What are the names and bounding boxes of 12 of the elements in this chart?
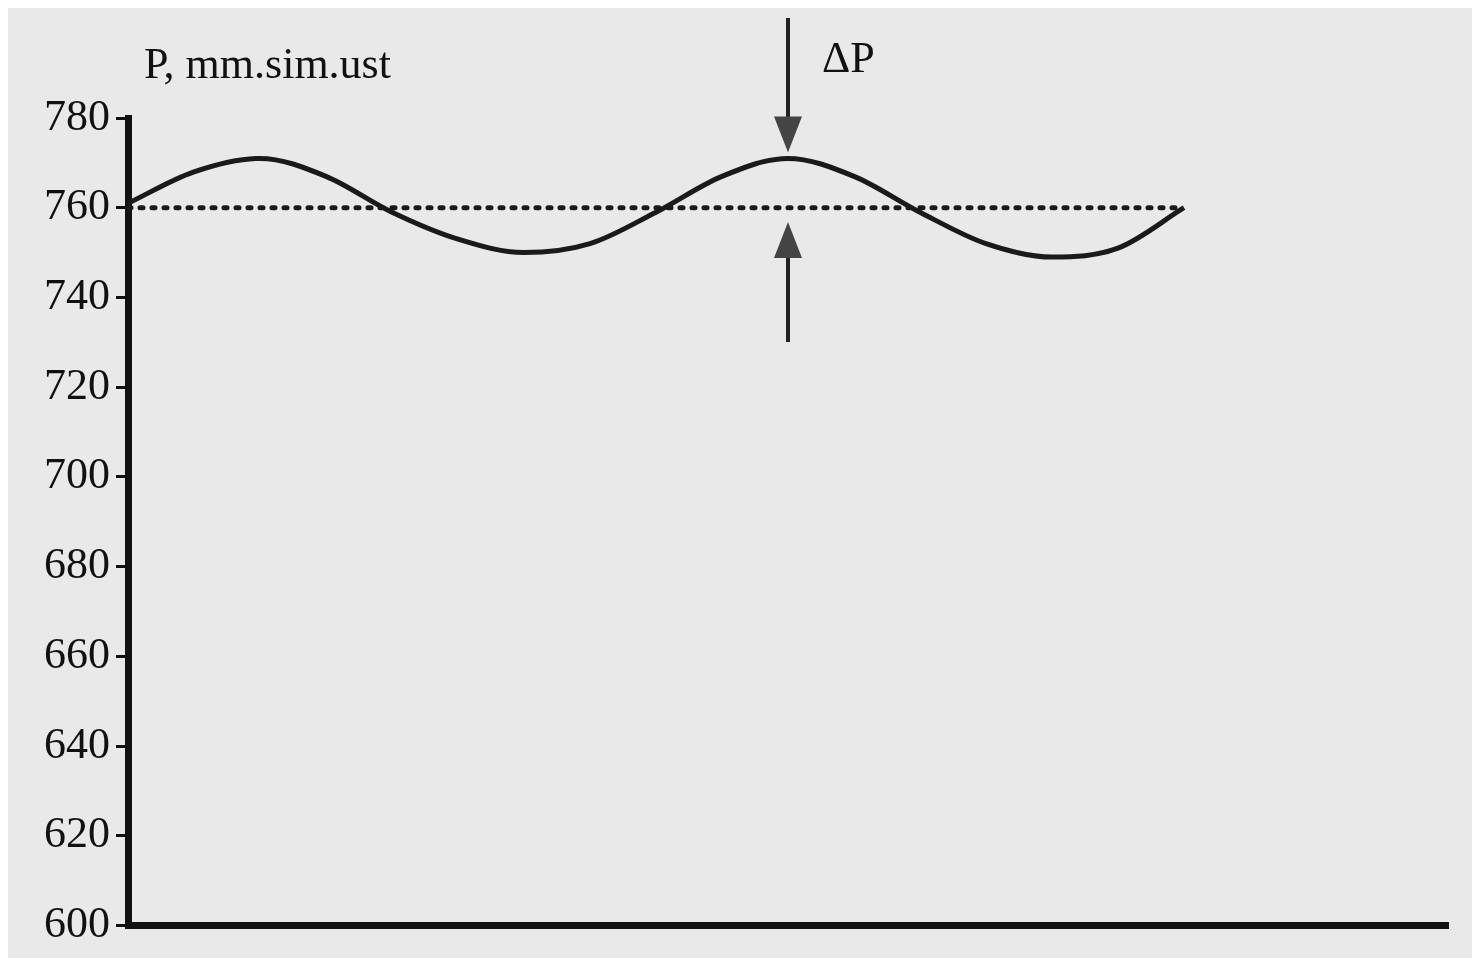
y-tick-label: 720 <box>44 359 110 409</box>
y-tick-label: 620 <box>44 808 110 858</box>
y-tick-label: 680 <box>44 539 110 589</box>
y-tick-label: 660 <box>44 628 110 678</box>
y-tick-label: 600 <box>44 898 110 948</box>
text: ΔP <box>822 32 875 82</box>
y-tick-label: 700 <box>44 449 110 499</box>
y-tick-label: 780 <box>44 90 110 140</box>
y-tick-label: 640 <box>44 718 110 768</box>
y-tick-label: 740 <box>44 270 110 320</box>
y-tick-label: 760 <box>44 180 110 230</box>
y-axis-title: P, mm.sim.ust <box>144 38 391 88</box>
